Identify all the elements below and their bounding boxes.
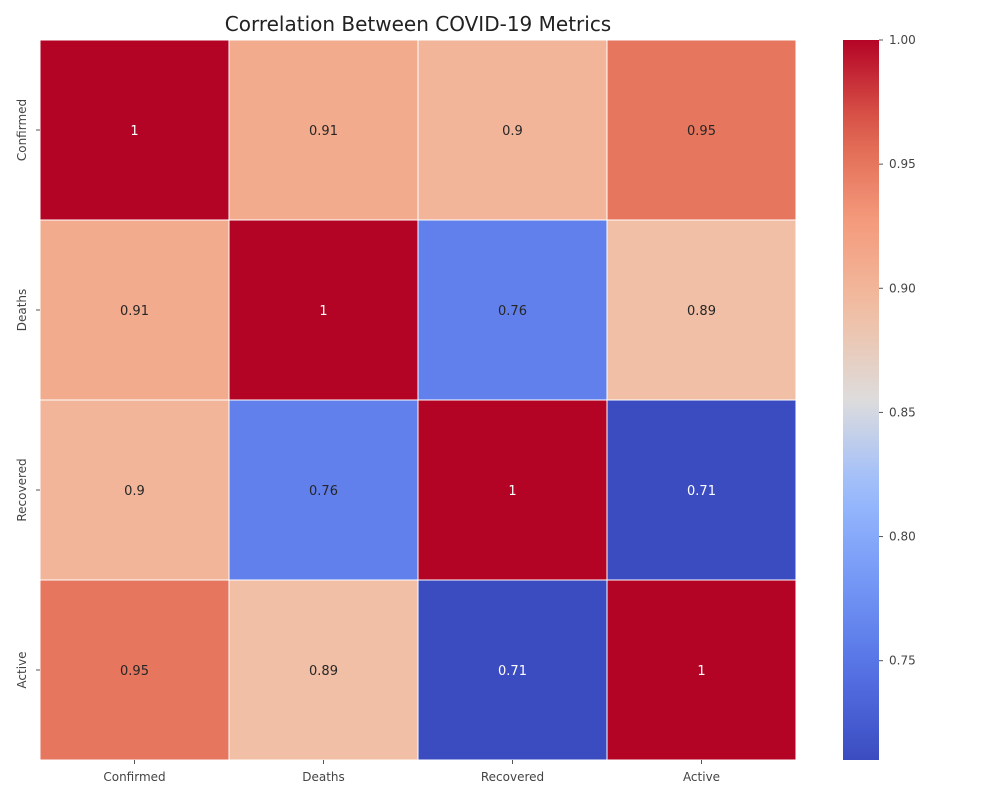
cell-annotation: 0.9: [502, 124, 523, 139]
colorbar-tick-label: 0.95: [889, 157, 916, 171]
colorbar-tick-label: 0.75: [889, 654, 916, 668]
heatmap-cell: [606, 399, 797, 581]
colorbar-gradient: [843, 40, 879, 760]
heatmap-cell: [228, 219, 419, 401]
y-tick-label: Active: [15, 651, 29, 688]
heatmap-cell: [228, 579, 419, 761]
heatmap-cell: [39, 579, 230, 761]
cell-annotation: 0.71: [687, 484, 716, 499]
cell-annotation: 0.9: [124, 484, 145, 499]
colorbar-tick-label: 0.90: [889, 281, 916, 295]
x-tick-label: Deaths: [302, 770, 345, 784]
y-tick-label: Deaths: [15, 289, 29, 332]
heatmap-cell: [417, 219, 608, 401]
x-tick-label: Confirmed: [103, 770, 165, 784]
heatmap-cell: [228, 399, 419, 581]
heatmap-cell: [39, 39, 230, 221]
cell-annotation: 1: [508, 484, 516, 499]
cell-annotation: 0.89: [309, 664, 338, 679]
colorbar-tick-label: 1.00: [889, 33, 916, 47]
cell-annotation: 1: [130, 124, 138, 139]
cell-annotation: 0.95: [687, 124, 716, 139]
x-axis: Confirmed Deaths Recovered Active: [103, 760, 720, 784]
y-tick-label: Confirmed: [15, 99, 29, 161]
heatmap-cell: [228, 39, 419, 221]
chart-title: Correlation Between COVID-19 Metrics: [225, 12, 611, 36]
heatmap-cell: [606, 39, 797, 221]
colorbar: 0.75 0.80 0.85 0.90 0.95 1.00: [843, 33, 916, 760]
cell-annotation: 0.71: [498, 664, 527, 679]
colorbar-ticks: 0.75 0.80 0.85 0.90 0.95 1.00: [879, 33, 916, 668]
heatmap-cell: [417, 39, 608, 221]
y-tick-label: Recovered: [15, 458, 29, 521]
cell-annotation: 0.91: [309, 124, 338, 139]
colorbar-tick-label: 0.85: [889, 405, 916, 419]
cell-annotation: 1: [697, 664, 705, 679]
cell-annotation: 0.89: [687, 304, 716, 319]
heatmap-annotations: 1 0.91 0.9 0.95 0.91 1 0.76 0.89 0.9 0.76 1 0.71 0.9…: [120, 124, 716, 679]
x-tick-label: Active: [683, 770, 720, 784]
colorbar-tick-label: 0.80: [889, 530, 916, 544]
heatmap-cell: [606, 219, 797, 401]
heatmap-cell: [606, 579, 797, 761]
cell-annotation: 0.91: [120, 304, 149, 319]
cell-annotation: 1: [319, 304, 327, 319]
cell-annotation: 0.76: [309, 484, 338, 499]
heatmap-cells: [39, 39, 797, 761]
heatmap-cell: [417, 579, 608, 761]
y-axis: Confirmed Deaths Recovered Active: [15, 99, 40, 689]
cell-annotation: 0.95: [120, 664, 149, 679]
cell-annotation: 0.76: [498, 304, 527, 319]
x-tick-label: Recovered: [481, 770, 544, 784]
heatmap-cell: [39, 219, 230, 401]
